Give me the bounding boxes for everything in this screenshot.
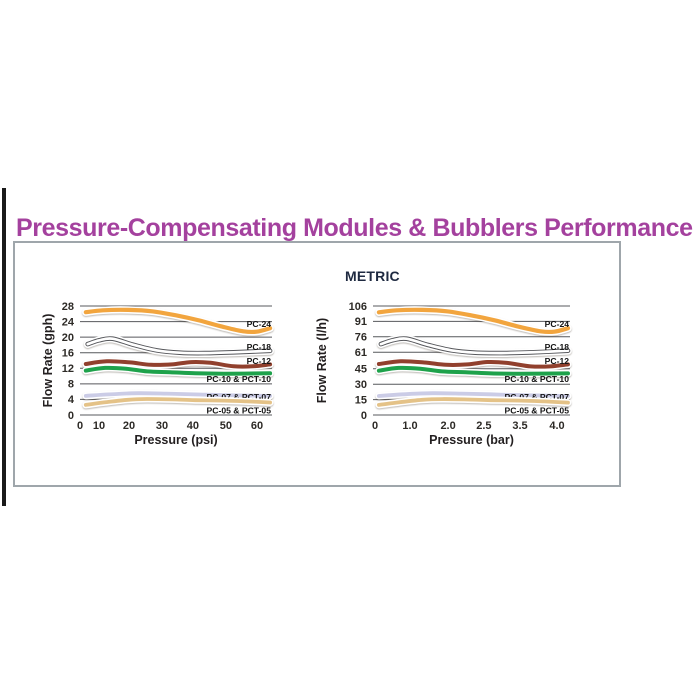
x-axis-tick-label: 2.5	[476, 420, 491, 432]
y-axis-tick-label: 24	[62, 316, 75, 328]
series-label: PC-05 & PCT-05	[505, 406, 570, 416]
x-axis-tick-label: 40	[187, 420, 199, 432]
x-axis-tick-label: 50	[220, 420, 232, 432]
x-axis-tick-label: 0	[372, 420, 378, 432]
series-label: PC-12	[247, 356, 272, 366]
series-pc-05-pct-05-line	[82, 395, 274, 409]
y-axis-tick-label: 12	[62, 363, 74, 375]
series-pc-18-line	[377, 334, 572, 357]
y-axis-tick-label: 28	[62, 301, 74, 313]
line-chart-svg: 106 91 76 61 45 30 15 00 1.0 2.0 2.5 3.5 4.0 Pressure…	[315, 301, 572, 447]
y-axis-tick-label: 16	[62, 348, 74, 360]
series-pc-24-line	[82, 306, 274, 336]
series-pc-07-pct-07-line	[82, 389, 274, 400]
series-label: PC-05 & PCT-05	[207, 406, 272, 416]
y-axis-title: Flow Rate (gph)	[41, 314, 55, 408]
y-axis-tick-label: 30	[355, 379, 367, 391]
y-axis-tick-label: 20	[62, 332, 74, 344]
x-axis-tick-label: 10	[93, 420, 105, 432]
x-axis-tick-label: 30	[156, 420, 168, 432]
x-axis-title: Pressure (bar)	[429, 433, 514, 447]
series-label: PC-12	[545, 356, 570, 366]
x-axis-tick-label: 60	[251, 420, 263, 432]
series-pc-10-pct-10-line	[82, 364, 274, 378]
series-pc-12-line	[375, 357, 572, 371]
x-axis-tick-label: 2.0	[440, 420, 455, 432]
series-pc-05-pct-05-line	[375, 395, 572, 409]
series-label: PC-10 & PCT-10	[505, 374, 570, 384]
series-label: PC-10 & PCT-10	[207, 374, 272, 384]
series-pc-18-line	[83, 334, 274, 358]
series-label: PC-07 & PCT-07	[505, 392, 570, 402]
y-axis-tick-label: 61	[355, 347, 367, 359]
series-label: PC-24	[545, 319, 570, 329]
chart-metric-lh: 106 91 76 61 45 30 15 0 0 1.0 2.0 2.5 3.5 4.0 Pressure…	[315, 292, 577, 452]
y-axis-tick-label: 4	[68, 394, 75, 406]
y-axis-tick-label: 76	[355, 332, 367, 344]
metric-section-heading: METRIC	[345, 268, 400, 284]
series-pc-12-line	[82, 357, 274, 371]
series-pc-07-pct-07-line	[375, 389, 572, 400]
y-axis-tick-label: 8	[68, 379, 74, 391]
left-edge-rule	[2, 188, 6, 506]
series-label: PC-18	[545, 342, 570, 352]
chart-us-gph: 28 24 20 16 12 8 4 0 0 10 20 30 40 50 60 Pressure (psi)…	[36, 292, 286, 452]
y-axis-tick-label: 91	[355, 316, 367, 328]
x-axis-tick-label: 4.0	[549, 420, 564, 432]
x-axis-tick-label: 1.0	[402, 420, 417, 432]
page-title: Pressure-Compensating Modules & Bubblers…	[16, 213, 693, 242]
x-axis-tick-label: 0	[77, 420, 83, 432]
y-axis-tick-label: 106	[349, 301, 367, 313]
y-axis-title: Flow Rate (l/h)	[315, 318, 329, 403]
y-axis-tick-label: 15	[355, 394, 367, 406]
x-axis-tick-label: 3.5	[512, 420, 527, 432]
series-label: PC-24	[247, 319, 272, 329]
y-axis-tick-label: 0	[361, 410, 367, 422]
series-pc-10-pct-10-line	[375, 364, 572, 378]
y-axis-tick-label: 45	[355, 364, 367, 376]
x-axis-title: Pressure (psi)	[134, 433, 217, 447]
x-axis-tick-label: 20	[123, 420, 135, 432]
series-pc-24-line	[375, 306, 572, 336]
series-label: PC-18	[247, 342, 272, 352]
series-label: PC-07 & PCT-07	[207, 392, 272, 402]
y-axis-tick-label: 0	[68, 410, 74, 422]
